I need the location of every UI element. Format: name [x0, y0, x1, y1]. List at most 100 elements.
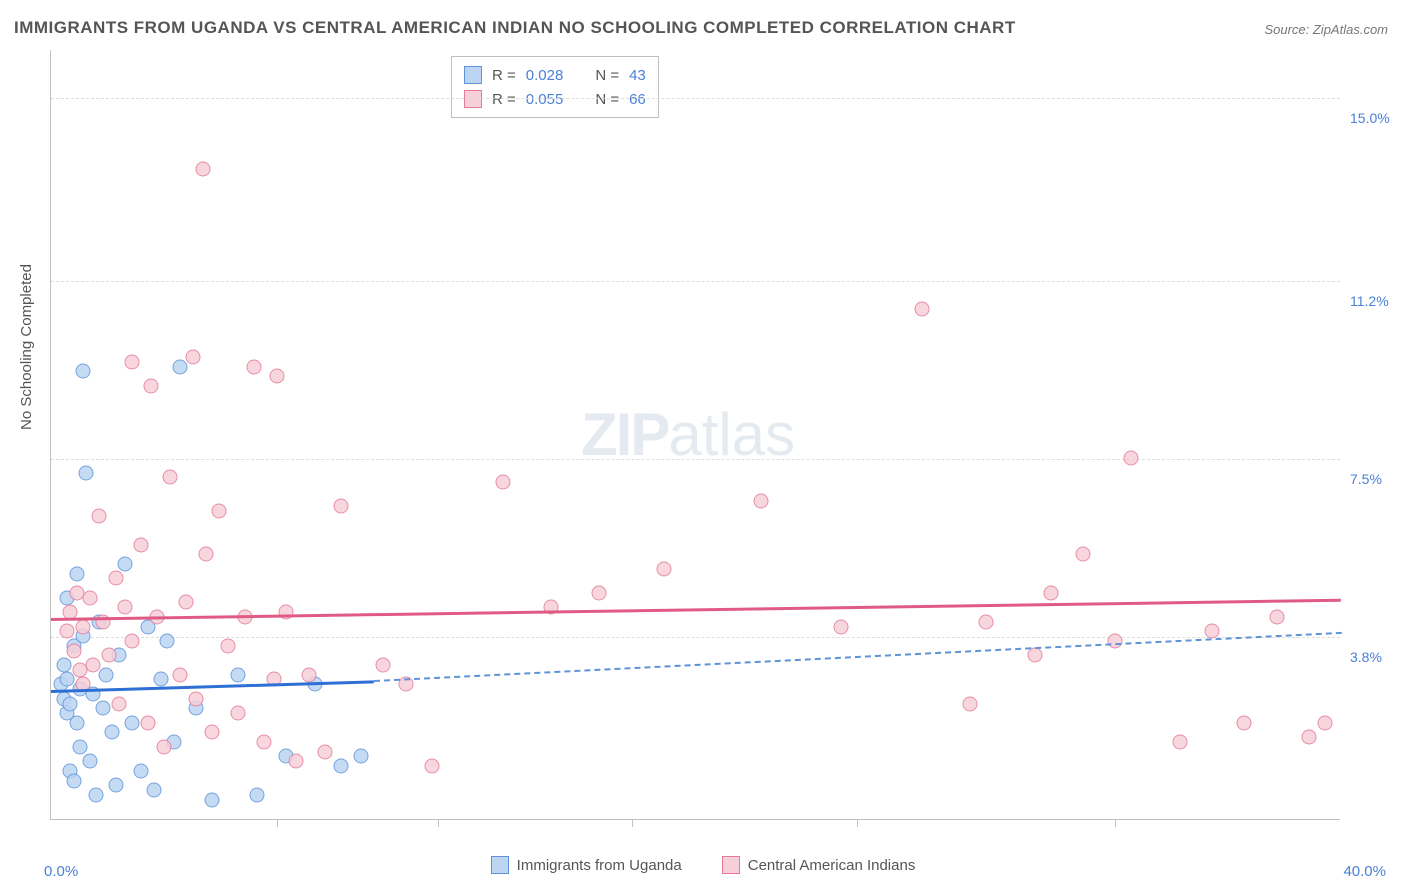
chart-title: IMMIGRANTS FROM UGANDA VS CENTRAL AMERIC…: [14, 18, 1016, 38]
legend-bottom: Immigrants from Uganda Central American I…: [0, 856, 1406, 874]
scatter-point: [73, 739, 88, 754]
legend-bottom-label: Immigrants from Uganda: [517, 857, 682, 874]
scatter-point: [753, 494, 768, 509]
scatter-point: [1269, 609, 1284, 624]
y-tick-label: 7.5%: [1350, 471, 1382, 487]
scatter-point: [69, 715, 84, 730]
scatter-point: [124, 354, 139, 369]
scatter-point: [134, 763, 149, 778]
scatter-point: [118, 600, 133, 615]
scatter-point: [56, 658, 71, 673]
gridline: [51, 98, 1340, 99]
scatter-point: [1301, 730, 1316, 745]
scatter-point: [221, 638, 236, 653]
scatter-point: [211, 504, 226, 519]
scatter-point: [111, 696, 126, 711]
scatter-point: [66, 773, 81, 788]
scatter-point: [656, 561, 671, 576]
scatter-point: [256, 735, 271, 750]
scatter-point: [205, 792, 220, 807]
legend-n-value: 43: [629, 67, 646, 84]
scatter-point: [963, 696, 978, 711]
scatter-point: [1172, 735, 1187, 750]
scatter-point: [160, 633, 175, 648]
scatter-point: [163, 470, 178, 485]
y-axis-label: No Schooling Completed: [18, 264, 35, 430]
scatter-point: [318, 744, 333, 759]
scatter-point: [1076, 547, 1091, 562]
chart-source: Source: ZipAtlas.com: [1264, 22, 1388, 37]
trend-line: [51, 680, 374, 693]
gridline: [51, 459, 1340, 460]
scatter-plot: ZIPatlas R =0.028N =43R =0.055N =66: [50, 50, 1340, 820]
scatter-point: [1027, 648, 1042, 663]
scatter-point: [102, 648, 117, 663]
scatter-point: [495, 475, 510, 490]
x-tick: [1115, 819, 1116, 827]
x-tick: [857, 819, 858, 827]
scatter-point: [269, 369, 284, 384]
scatter-point: [76, 619, 91, 634]
scatter-point: [247, 359, 262, 374]
scatter-point: [979, 614, 994, 629]
scatter-point: [92, 508, 107, 523]
scatter-point: [334, 759, 349, 774]
scatter-point: [118, 556, 133, 571]
legend-top: R =0.028N =43R =0.055N =66: [451, 56, 659, 118]
scatter-point: [95, 701, 110, 716]
scatter-point: [376, 658, 391, 673]
scatter-point: [82, 590, 97, 605]
scatter-point: [63, 696, 78, 711]
scatter-point: [1317, 715, 1332, 730]
scatter-point: [76, 364, 91, 379]
scatter-point: [173, 359, 188, 374]
scatter-point: [198, 547, 213, 562]
x-tick: [277, 819, 278, 827]
legend-n-label: N =: [595, 67, 619, 84]
scatter-point: [231, 706, 246, 721]
scatter-point: [153, 672, 168, 687]
scatter-point: [105, 725, 120, 740]
scatter-point: [195, 162, 210, 177]
scatter-point: [592, 585, 607, 600]
legend-swatch: [722, 856, 740, 874]
scatter-point: [424, 759, 439, 774]
scatter-point: [147, 783, 162, 798]
legend-bottom-item: Central American Indians: [722, 856, 916, 874]
scatter-point: [60, 624, 75, 639]
scatter-point: [189, 691, 204, 706]
scatter-point: [1124, 451, 1139, 466]
scatter-point: [179, 595, 194, 610]
scatter-point: [834, 619, 849, 634]
trend-line: [373, 632, 1341, 682]
y-tick-label: 11.2%: [1350, 293, 1389, 309]
scatter-point: [334, 499, 349, 514]
watermark-zip: ZIP: [581, 401, 668, 468]
legend-swatch: [464, 66, 482, 84]
scatter-point: [1043, 585, 1058, 600]
y-tick-label: 15.0%: [1350, 110, 1390, 126]
x-tick: [632, 819, 633, 827]
x-tick: [438, 819, 439, 827]
scatter-point: [66, 643, 81, 658]
scatter-point: [98, 667, 113, 682]
gridline: [51, 637, 1340, 638]
gridline: [51, 281, 1340, 282]
scatter-point: [353, 749, 368, 764]
scatter-point: [231, 667, 246, 682]
scatter-point: [69, 566, 84, 581]
scatter-point: [140, 715, 155, 730]
scatter-point: [250, 787, 265, 802]
scatter-point: [108, 571, 123, 586]
scatter-point: [124, 633, 139, 648]
scatter-point: [79, 465, 94, 480]
legend-bottom-label: Central American Indians: [748, 857, 916, 874]
scatter-point: [156, 739, 171, 754]
scatter-point: [302, 667, 317, 682]
legend-swatch: [491, 856, 509, 874]
legend-r-label: R =: [492, 67, 516, 84]
scatter-point: [205, 725, 220, 740]
scatter-point: [89, 787, 104, 802]
y-tick-label: 3.8%: [1350, 649, 1382, 665]
scatter-point: [124, 715, 139, 730]
